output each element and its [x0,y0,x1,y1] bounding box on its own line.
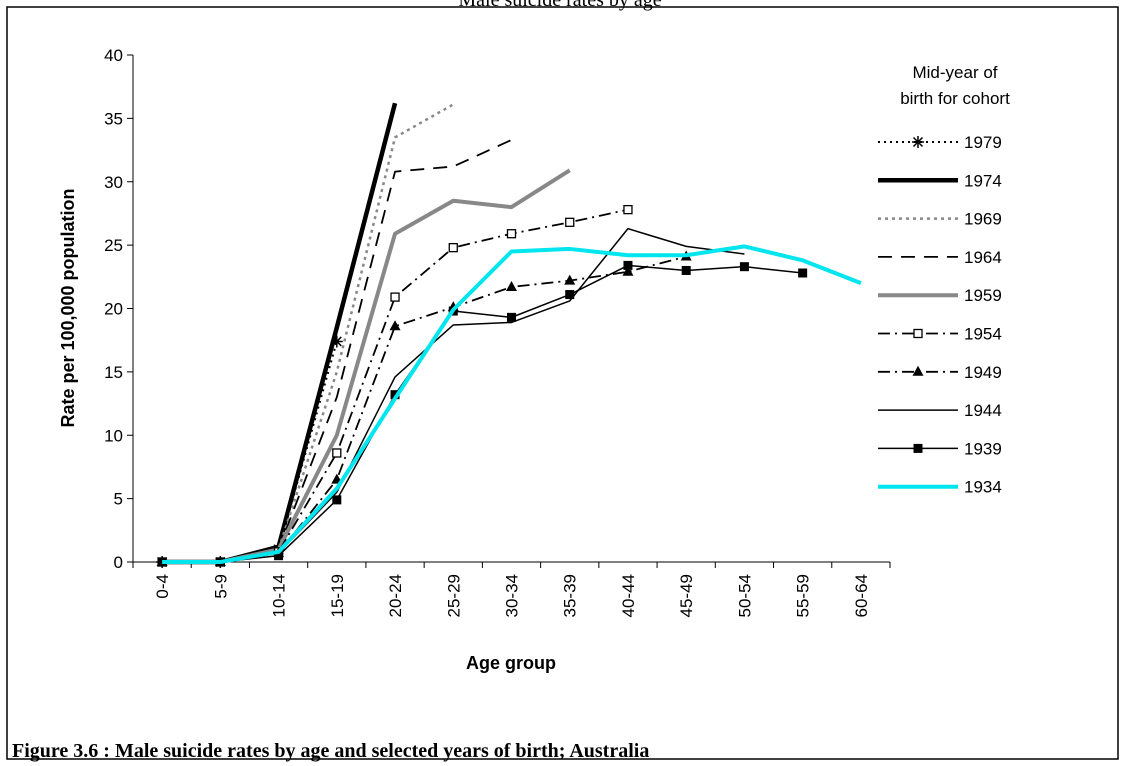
marker [390,390,400,400]
legend-label: 1979 [964,133,1002,152]
x-tick-label: 35-39 [561,574,580,617]
marker [739,262,749,272]
legend-label: 1954 [964,325,1002,344]
x-tick-label: 25-29 [444,574,463,617]
y-tick-label: 10 [104,426,123,445]
x-tick-label: 55-59 [794,574,813,617]
legend-label: 1934 [964,478,1002,497]
y-tick-label: 35 [104,109,123,128]
legend-label: 1964 [964,248,1002,267]
figure-caption: Figure 3.6 : Male suicide rates by age a… [12,740,649,762]
legend-label: 1969 [964,210,1002,229]
y-tick-label: 5 [114,490,123,509]
y-tick-label: 20 [104,300,123,319]
marker [506,229,517,239]
series-line [162,102,398,565]
chart-title: Male suicide rates by age [458,0,661,11]
x-tick-label: 15-19 [328,574,347,617]
marker [274,551,284,561]
x-tick-label: 40-44 [619,574,638,617]
y-tick-label: 25 [104,236,123,255]
marker [681,265,691,275]
chart-frame [6,6,1119,760]
x-tick-label: 50-54 [735,574,754,617]
legend-title: Mid-year of [912,63,997,82]
marker [507,312,516,322]
marker [798,268,808,278]
legend-label: 1939 [964,439,1002,458]
marker [623,260,633,270]
marker [332,495,342,505]
series-line [162,244,862,564]
y-tick-label: 0 [114,553,123,572]
legend-label: 1949 [964,363,1002,382]
x-tick-label: 20-24 [386,574,405,617]
legend-label: 1944 [964,401,1002,420]
marker [565,290,575,300]
marker [390,292,400,302]
legend-marker [913,443,923,453]
marker [389,320,401,331]
marker [623,204,633,215]
series-line [162,227,745,563]
series-line [162,208,629,563]
series-line [162,255,687,563]
y-tick-label: 15 [104,363,123,382]
marker [506,280,517,291]
marker [332,448,342,458]
legend-label: 1959 [964,286,1002,305]
x-axis-label: Age group [466,653,556,673]
marker [448,243,458,253]
x-tick-label: 0-4 [153,574,172,599]
series-line [162,103,454,564]
legend-marker [912,136,924,148]
x-tick-label: 10-14 [270,574,289,617]
x-tick-label: 60-64 [852,574,871,617]
marker [622,265,634,276]
legend-marker [913,328,923,339]
series-line [162,264,803,563]
legend-label: 1974 [964,171,1002,190]
x-tick-label: 5-9 [211,574,230,599]
legend-marker [912,365,924,376]
legend-title: birth for cohort [900,89,1010,108]
y-tick-label: 40 [104,46,123,65]
marker [565,217,575,227]
x-tick-label: 45-49 [677,574,696,617]
y-tick-label: 30 [104,173,123,192]
marker [330,335,343,348]
series-line [162,341,338,563]
marker [564,274,576,285]
y-axis-label: Rate per 100,000 population [58,188,78,427]
x-tick-label: 30-34 [503,574,522,617]
